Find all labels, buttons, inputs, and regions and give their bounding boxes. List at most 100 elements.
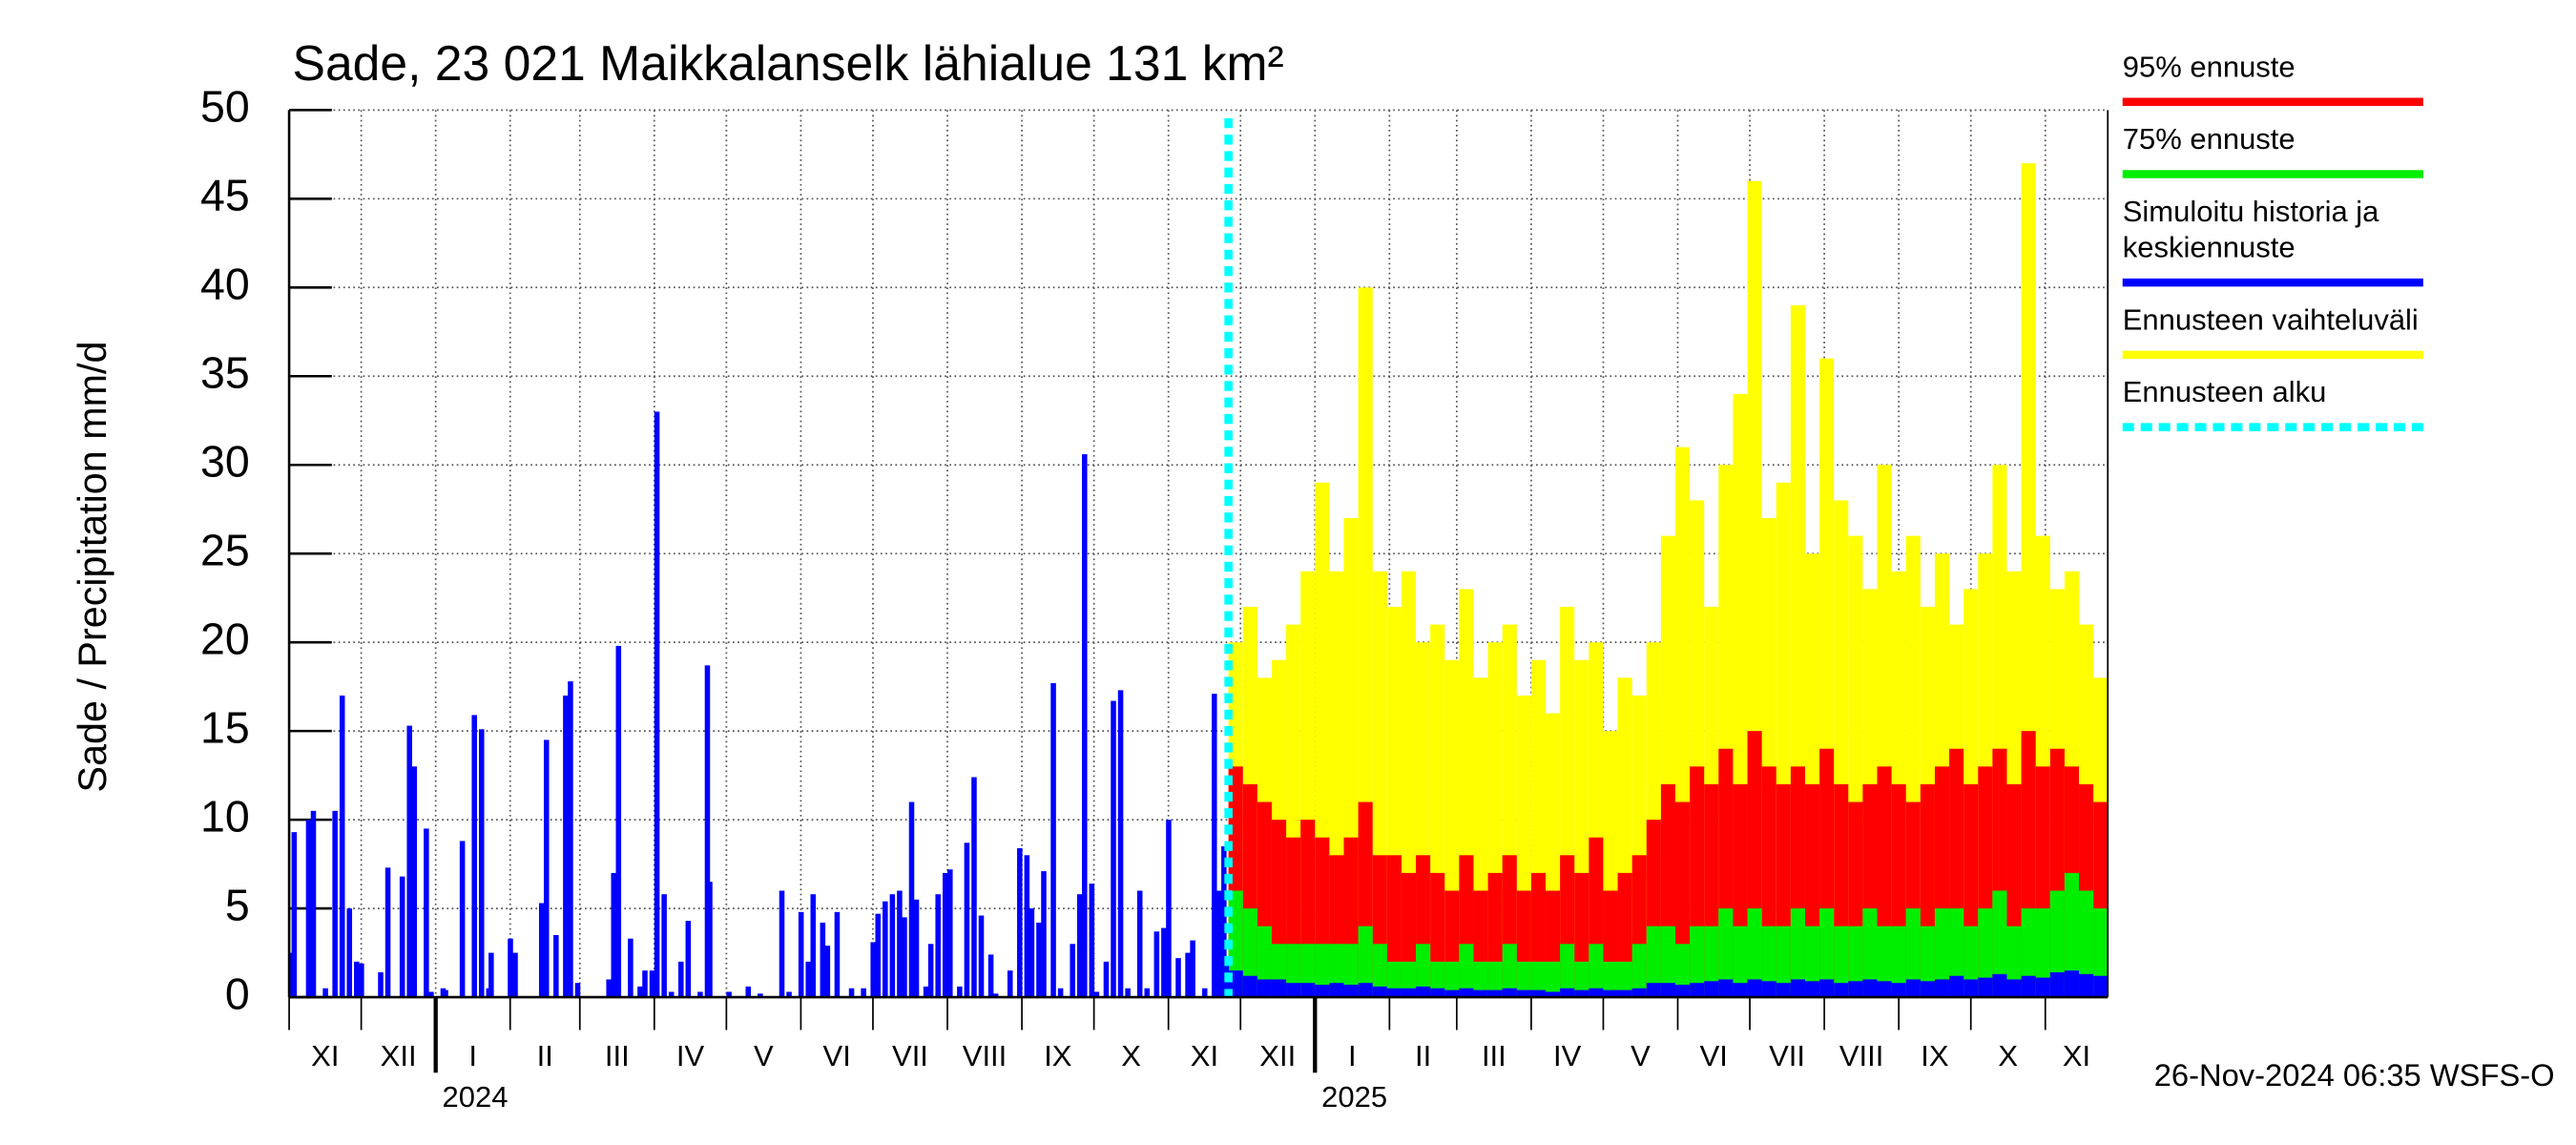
month-label: VIII (1839, 1039, 1884, 1072)
history-bar (1111, 700, 1116, 998)
legend-label: Simuloitu historia ja keskiennuste (2123, 195, 2379, 264)
history-bar (824, 946, 831, 998)
forecast-bar (1674, 944, 1691, 998)
forecast-bar (1589, 944, 1604, 998)
forecast-bar (1790, 908, 1805, 998)
forecast-bar (1271, 979, 1287, 998)
month-label: II (537, 1039, 553, 1072)
history-bar (908, 802, 915, 998)
history-bar (642, 970, 648, 998)
month-label: IX (1044, 1039, 1072, 1072)
y-tick-label: 50 (200, 82, 250, 132)
history-bar (1070, 944, 1075, 998)
forecast-bar (1848, 926, 1863, 998)
forecast-bar (1704, 926, 1719, 998)
history-bar (322, 988, 328, 998)
forecast-bar (1690, 983, 1705, 998)
forecast-bar (1761, 981, 1776, 998)
history-bar (971, 777, 977, 998)
month-label: VII (1769, 1039, 1805, 1072)
forecast-bar (1733, 926, 1748, 998)
history-bar (637, 986, 643, 998)
history-bar (1082, 454, 1088, 998)
forecast-bar (1473, 989, 1488, 998)
history-bar (1050, 682, 1056, 998)
history-bar (1201, 988, 1208, 998)
history-bar (810, 894, 817, 998)
history-bar (406, 725, 412, 998)
y-tick-label: 15 (200, 702, 250, 752)
month-label: I (1348, 1039, 1357, 1072)
history-bar (935, 894, 941, 998)
y-tick-label: 5 (225, 880, 250, 929)
forecast-bar (1546, 991, 1561, 998)
history-bar (779, 890, 785, 998)
forecast-bar (1546, 961, 1561, 998)
forecast-bar (1372, 986, 1387, 998)
history-bar (942, 872, 948, 998)
history-bar (1212, 694, 1217, 998)
history-bar (332, 810, 338, 998)
y-tick-label: 25 (200, 525, 250, 574)
month-label: II (1415, 1039, 1431, 1072)
history-bar (957, 986, 963, 998)
y-tick-label: 35 (200, 348, 250, 398)
y-tick-label: 0 (225, 968, 250, 1018)
forecast-bar (1978, 977, 1993, 998)
forecast-bar (1430, 988, 1445, 998)
chart-title: Sade, 23 021 Maikkalanselk lähialue 131 … (293, 35, 1284, 91)
history-bar (628, 938, 634, 998)
y-tick-label: 20 (200, 614, 250, 663)
history-bar (654, 411, 660, 998)
history-bar (1216, 890, 1222, 998)
history-bar (568, 681, 573, 998)
history-bar (1007, 970, 1013, 998)
forecast-bar (1343, 944, 1359, 998)
forecast-bar (1674, 985, 1691, 998)
history-bar (443, 989, 448, 998)
history-bar (378, 972, 384, 998)
history-bar (848, 988, 855, 998)
forecast-bar (1934, 979, 1950, 998)
history-bar (563, 695, 569, 998)
forecast-bar (1718, 908, 1734, 998)
month-label: XI (2063, 1039, 2090, 1072)
history-bar (707, 882, 713, 998)
history-bar (354, 961, 360, 998)
history-bar (758, 993, 763, 998)
forecast-bar (1502, 988, 1517, 998)
history-bar (1136, 890, 1143, 998)
month-label: X (1121, 1039, 1141, 1072)
history-bar (611, 872, 617, 998)
month-label: VIII (963, 1039, 1008, 1072)
history-bar (543, 739, 550, 998)
history-bar (1057, 988, 1064, 998)
history-bar (512, 952, 518, 998)
history-bar (978, 915, 985, 998)
forecast-bar (2079, 973, 2094, 998)
history-bar (471, 715, 477, 998)
y-tick-label: 10 (200, 791, 250, 841)
forecast-bar (2079, 890, 2094, 998)
history-bar (411, 766, 418, 998)
forecast-bar (1329, 983, 1344, 998)
forecast-bar (1416, 986, 1431, 998)
history-bar (798, 911, 804, 998)
history-bar (1076, 894, 1083, 998)
forecast-bar (1401, 988, 1417, 998)
forecast-bar (1646, 983, 1661, 998)
y-tick-label: 45 (200, 171, 250, 220)
history-bar (913, 899, 920, 998)
month-label: III (1482, 1039, 1506, 1072)
month-label: X (1998, 1039, 2018, 1072)
forecast-bar (2021, 975, 2036, 998)
month-label: XI (311, 1039, 339, 1072)
forecast-bar (2035, 977, 2050, 998)
forecast-bar (1574, 989, 1589, 998)
history-bar (1036, 922, 1042, 998)
history-bar (1028, 908, 1035, 998)
history-bar (1024, 855, 1030, 998)
history-bar (346, 908, 353, 998)
